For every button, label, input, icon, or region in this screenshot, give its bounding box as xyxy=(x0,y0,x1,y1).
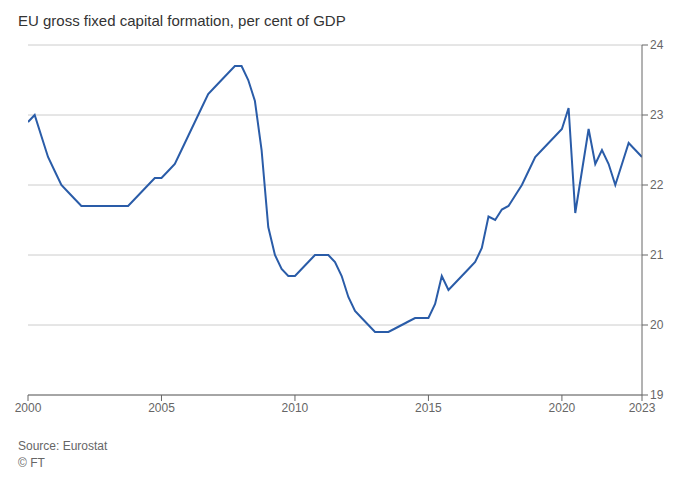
svg-text:2020: 2020 xyxy=(549,401,576,415)
svg-text:2023: 2023 xyxy=(629,401,656,415)
svg-text:22: 22 xyxy=(650,178,664,192)
svg-text:2010: 2010 xyxy=(282,401,309,415)
svg-text:23: 23 xyxy=(650,108,664,122)
svg-text:21: 21 xyxy=(650,248,664,262)
html-text:Source: Eurostat: Source: Eurostat xyxy=(18,439,108,453)
svg-text:24: 24 xyxy=(650,38,664,52)
svg-text:20: 20 xyxy=(650,318,664,332)
svg-text:2005: 2005 xyxy=(148,401,175,415)
svg-text:2000: 2000 xyxy=(15,401,42,415)
html-text:© FT: © FT xyxy=(18,456,45,470)
html-text:EU gross fixed capital formati: EU gross fixed capital formation, per ce… xyxy=(18,12,346,29)
svg-text:19: 19 xyxy=(650,388,664,402)
svg-text:2015: 2015 xyxy=(415,401,442,415)
